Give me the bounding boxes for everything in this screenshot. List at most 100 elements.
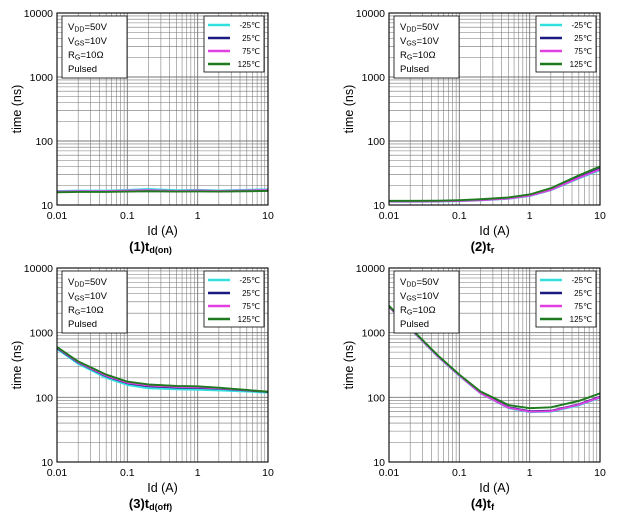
panel-title: (2)tr [471, 239, 495, 255]
plot-frame [56, 267, 269, 463]
chart-panel-1: 0.01 0.1 1 10 10 100 1000 10000 Id (A) time (ns) (… [10, 8, 274, 255]
condition-subscript: G [407, 310, 412, 317]
x-tick-label: 1 [195, 467, 201, 479]
condition-symbol: R [400, 305, 407, 316]
series-line-4 [57, 346, 268, 393]
condition-symbol: V [400, 22, 407, 33]
panel-title-main: (3)t [129, 496, 150, 511]
x-tick-label: 0.01 [47, 210, 68, 222]
chart-panel-2: 0.01 0.1 1 10 10 100 1000 10000 Id (A) time (ns) (… [342, 8, 606, 255]
y-tick-label: 10000 [24, 8, 53, 20]
legend-label: 25℃ [574, 34, 592, 43]
legend-label: 75℃ [574, 302, 592, 311]
panel-title-subscript: d(on) [149, 245, 172, 255]
y-tick-label: 10000 [356, 8, 385, 20]
condition-value: =10V [84, 36, 107, 47]
panel-title-subscript: f [491, 502, 495, 512]
y-tick-label: 100 [35, 392, 53, 404]
condition-symbol: V [400, 36, 407, 47]
condition-subscript: GS [406, 296, 416, 303]
x-tick-label: 10 [594, 210, 606, 222]
condition-subscript: G [75, 55, 80, 62]
plot-frame [388, 12, 601, 206]
y-axis-label: time (ns) [342, 341, 356, 390]
condition-text: VDD=50V [68, 22, 108, 34]
condition-subscript: G [75, 310, 80, 317]
condition-symbol: V [68, 36, 75, 47]
series-line-4 [57, 189, 268, 194]
condition-symbol: R [68, 50, 75, 61]
condition-value: =50V [416, 22, 439, 33]
legend-label: 125℃ [238, 315, 260, 324]
y-axis-label: time (ns) [10, 341, 24, 390]
panel-title-subscript: r [491, 245, 495, 255]
chart-panel-4: 0.01 0.1 1 10 10 100 1000 10000 Id (A) time (ns) (… [342, 263, 606, 512]
condition-symbol: V [400, 277, 407, 288]
condition-subscript: DD [74, 27, 84, 34]
condition-subscript: GS [406, 41, 416, 48]
condition-value: =10Ω [412, 305, 435, 316]
conditions-box [393, 270, 460, 334]
y-tick-label: 10 [41, 200, 53, 212]
condition-symbol: V [68, 291, 75, 302]
panel-title: (1)td(on) [129, 239, 172, 255]
panel-title-main: (1)t [129, 239, 150, 254]
condition-symbol: Pulsed [400, 64, 429, 75]
condition-value: =10Ω [412, 50, 435, 61]
y-tick-label: 1000 [30, 72, 54, 84]
condition-value: =10Ω [80, 305, 103, 316]
condition-symbol: Pulsed [68, 319, 97, 330]
legend-label: 125℃ [570, 60, 592, 69]
condition-text: Pulsed [400, 64, 429, 75]
condition-symbol: R [68, 305, 75, 316]
condition-text: Pulsed [400, 319, 429, 330]
condition-text: Pulsed [68, 319, 97, 330]
conditions-box [61, 15, 128, 79]
condition-text: VDD=50V [68, 277, 108, 289]
legend-label: 75℃ [574, 47, 592, 56]
condition-text: VGS=10V [400, 291, 440, 303]
series-line-1 [57, 348, 268, 394]
condition-text: VGS=10V [400, 36, 440, 48]
condition-text: RG=10Ω [68, 305, 104, 317]
condition-symbol: V [68, 277, 75, 288]
x-axis-label: Id (A) [479, 224, 510, 238]
x-tick-label: 0.1 [452, 467, 467, 479]
condition-text: VGS=10V [68, 36, 108, 48]
condition-value: =10V [416, 36, 439, 47]
condition-symbol: V [400, 291, 407, 302]
conditions-box [393, 15, 460, 79]
condition-text: VDD=50V [400, 22, 440, 34]
x-tick-label: 0.01 [379, 210, 400, 222]
y-tick-label: 100 [367, 136, 385, 148]
legend-label: -25℃ [239, 21, 260, 30]
condition-subscript: G [407, 55, 412, 62]
condition-value: =10Ω [80, 50, 103, 61]
condition-value: =10V [84, 291, 107, 302]
y-tick-label: 10000 [24, 263, 53, 275]
x-tick-label: 0.1 [120, 210, 135, 222]
y-tick-label: 1000 [30, 328, 54, 340]
condition-text: VDD=50V [400, 277, 440, 289]
x-tick-label: 10 [262, 210, 274, 222]
condition-text: RG=10Ω [68, 50, 104, 62]
condition-subscript: DD [406, 282, 416, 289]
condition-text: Pulsed [68, 64, 97, 75]
plot-frame [388, 267, 601, 463]
y-tick-label: 100 [367, 392, 385, 404]
x-tick-label: 0.01 [379, 467, 400, 479]
grid-lines [388, 268, 600, 463]
x-tick-label: 10 [594, 467, 606, 479]
condition-subscript: GS [74, 296, 84, 303]
chart-panel-3: 0.01 0.1 1 10 10 100 1000 10000 Id (A) time (ns) (… [10, 263, 274, 512]
legend-label: 25℃ [574, 289, 592, 298]
x-axis-label: Id (A) [147, 224, 178, 238]
x-axis-label: Id (A) [479, 481, 510, 495]
conditions-box [61, 270, 128, 334]
x-tick-label: 10 [262, 467, 274, 479]
y-tick-label: 10 [373, 457, 385, 469]
condition-value: =50V [84, 22, 107, 33]
condition-subscript: DD [74, 282, 84, 289]
legend-label: 75℃ [242, 302, 260, 311]
